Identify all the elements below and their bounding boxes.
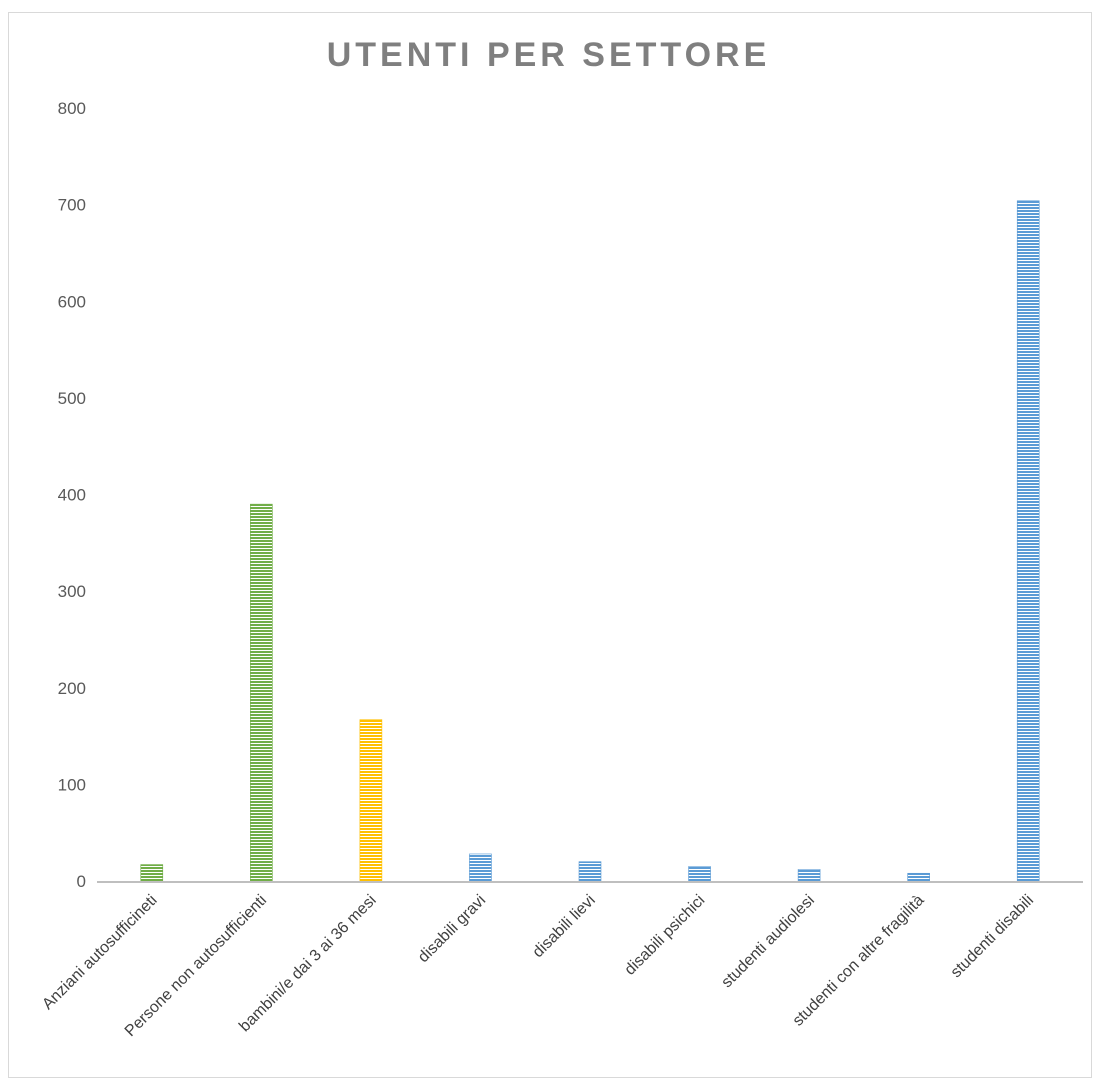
chart-frame [8, 12, 1092, 1078]
bar [469, 853, 492, 882]
bar [688, 866, 711, 882]
category-label: Anziani autosufficineti [39, 892, 160, 1013]
bar [797, 869, 821, 882]
y-tick-label: 0 [77, 872, 86, 891]
bars-group [140, 200, 1040, 882]
bar [140, 864, 164, 882]
category-label: studenti con altre fragilità [790, 892, 928, 1030]
category-label: disabili psichici [622, 892, 709, 979]
category-label: disabili lievi [530, 892, 599, 961]
y-axis-ticks: 0 100 200 300 400 500 600 700 800 [58, 99, 86, 891]
y-tick-label: 100 [58, 775, 86, 794]
y-tick-label: 700 [58, 196, 86, 215]
bar [359, 719, 383, 882]
y-tick-label: 400 [58, 486, 86, 505]
chart-title: UTENTI PER SETTORE [326, 36, 771, 74]
y-tick-label: 300 [58, 582, 86, 601]
bar [578, 861, 602, 882]
y-tick-label: 600 [58, 292, 86, 311]
bar [250, 503, 273, 882]
category-label: studenti disabili [948, 892, 1037, 981]
category-label: disabili gravi [415, 892, 489, 966]
bar [1016, 200, 1040, 882]
y-tick-label: 800 [58, 99, 86, 118]
bar [907, 872, 930, 882]
y-tick-label: 500 [58, 389, 86, 408]
y-tick-label: 200 [58, 679, 86, 698]
category-label: studenti audiolesi [718, 892, 817, 991]
